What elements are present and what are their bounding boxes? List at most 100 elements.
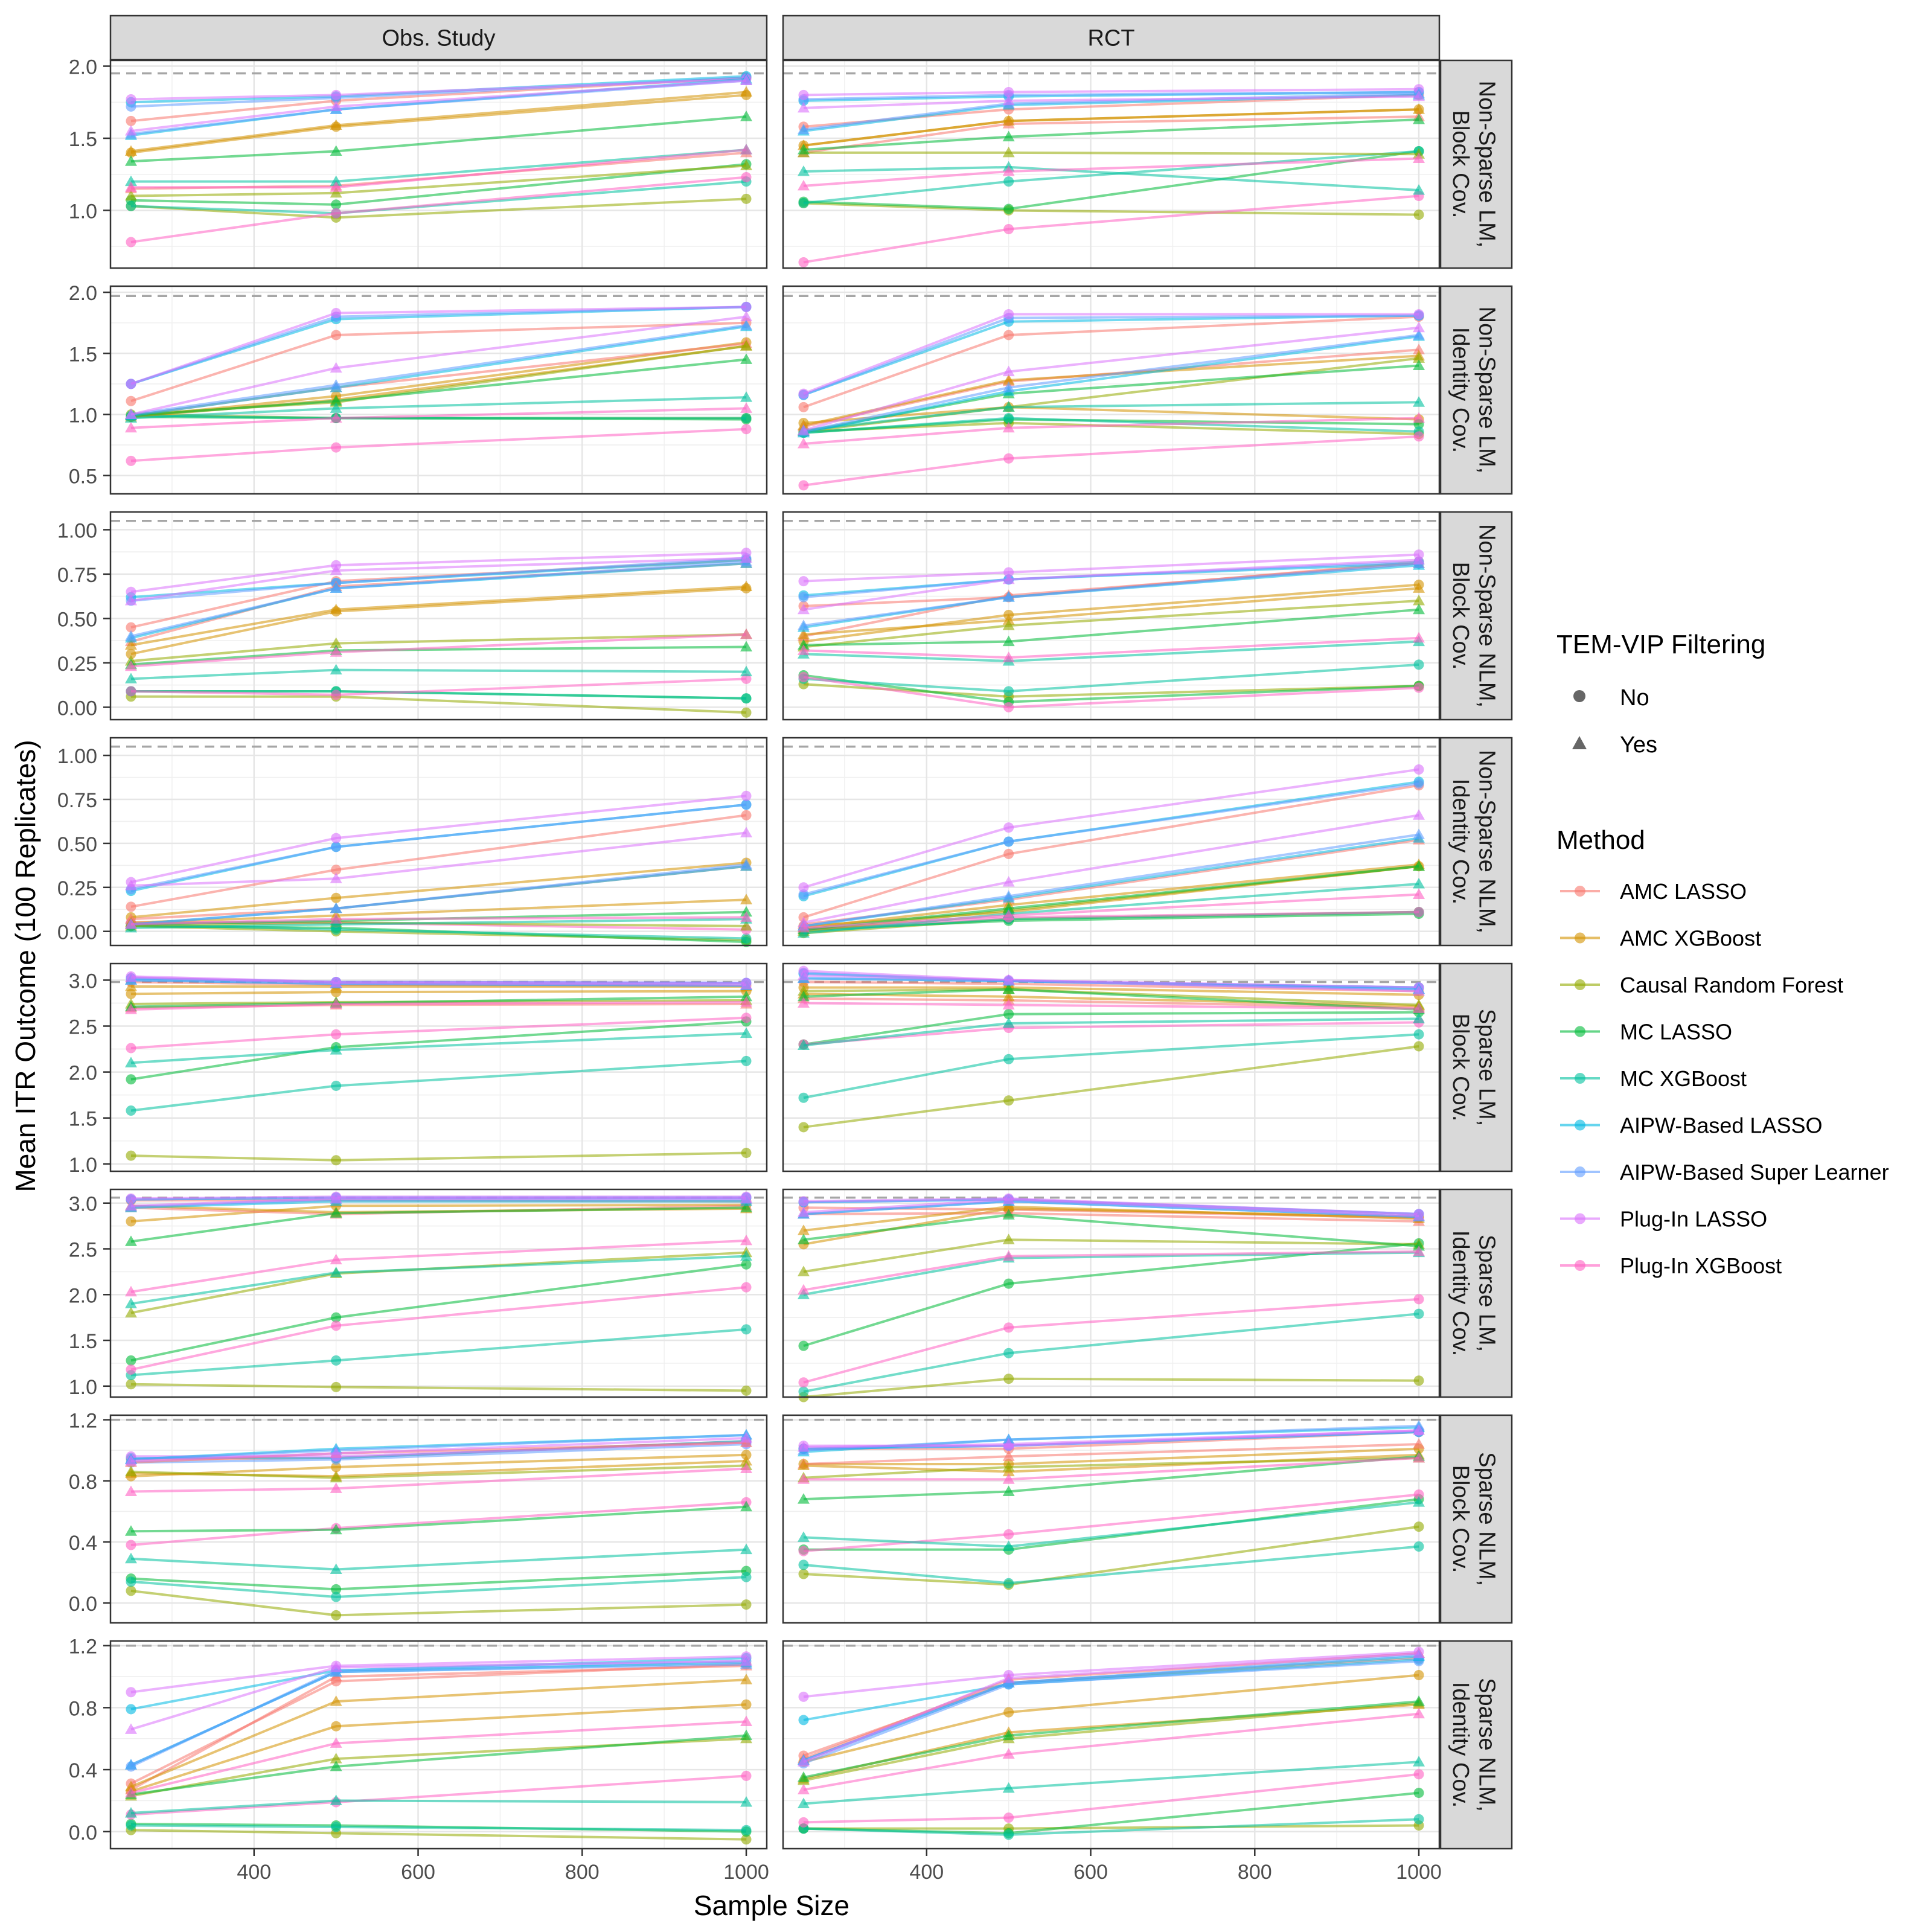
data-point-circle — [1003, 836, 1014, 847]
data-point-triangle — [740, 979, 753, 990]
data-point-triangle — [1413, 103, 1425, 114]
legend-key-point — [1575, 932, 1585, 944]
data-point-circle — [798, 1715, 809, 1726]
row-strip-label-line: Non-Sparse NLM, — [1474, 524, 1500, 708]
data-point-triangle — [797, 1531, 810, 1542]
data-point-circle — [1413, 210, 1424, 220]
series-mc-lasso-yes — [797, 113, 1425, 155]
series-plug-in-xgboost-yes — [797, 1707, 1425, 1794]
data-point-triangle — [124, 1297, 137, 1308]
data-point-triangle — [330, 1482, 342, 1493]
series-mc-xgboost-yes — [124, 1027, 753, 1067]
series-plug-in-lasso-yes — [124, 1192, 753, 1211]
series-plug-in-lasso-no — [126, 301, 752, 389]
data-point-triangle — [124, 1780, 137, 1791]
data-point-circle — [126, 1193, 136, 1204]
data-point-triangle — [740, 110, 753, 121]
series-mc-lasso-yes — [797, 1695, 1425, 1782]
data-point-triangle — [330, 976, 342, 988]
series-mc-xgboost-yes — [124, 664, 753, 683]
data-point-triangle — [124, 639, 137, 650]
data-point-circle — [1003, 848, 1014, 859]
data-point-triangle — [1002, 591, 1015, 602]
data-point-circle — [331, 1320, 342, 1331]
data-point-triangle — [1002, 573, 1015, 584]
data-point-triangle — [1413, 1012, 1425, 1023]
data-point-triangle — [1002, 1209, 1015, 1220]
data-point-triangle — [1002, 1233, 1015, 1244]
data-point-triangle — [1413, 113, 1425, 124]
color-legend-label: MC LASSO — [1620, 1020, 1732, 1044]
data-point-circle — [331, 1610, 342, 1620]
data-point-triangle — [124, 1285, 137, 1297]
data-point-triangle — [124, 1003, 137, 1014]
data-point-triangle — [330, 1695, 342, 1706]
row-strip-label-line: Identity Cov. — [1448, 1682, 1473, 1808]
data-point-triangle — [1413, 554, 1425, 565]
legend-key-point — [1575, 1026, 1585, 1037]
row-strip-label: Sparse LM,Block Cov. — [1448, 1009, 1500, 1126]
data-point-triangle — [1413, 582, 1425, 593]
data-point-triangle — [740, 1796, 753, 1807]
series-plug-in-lasso-yes — [124, 1431, 753, 1466]
data-point-triangle — [124, 595, 137, 606]
data-point-triangle — [1002, 365, 1015, 377]
data-point-circle — [798, 401, 809, 412]
panel-r8-c2 — [782, 1640, 1441, 1850]
series-plug-in-lasso-no — [798, 84, 1424, 100]
color-legend-entry: AIPW-Based LASSO — [1560, 1113, 1822, 1138]
series-plug-in-xgboost-yes — [124, 996, 753, 1014]
axes: 1.0 1.5 2.0 0.5 1.0 1.5 2.0 0.00 0.25 0.50 0.75 1.0… — [57, 56, 1442, 1884]
series-plug-in-xgboost-no — [798, 1489, 1424, 1556]
data-point-circle — [1003, 176, 1014, 187]
series-mc-xgboost-no — [798, 1541, 1424, 1588]
data-point-triangle — [1002, 999, 1015, 1009]
row-strip-label-line: Sparse NLM, — [1474, 1678, 1500, 1812]
color-legend-entry: MC XGBoost — [1560, 1066, 1747, 1091]
data-point-triangle — [1413, 344, 1425, 354]
data-point-circle — [1003, 567, 1014, 578]
panel-border — [109, 1414, 768, 1624]
y-tick-label: 1.00 — [57, 519, 97, 542]
data-point-triangle — [124, 145, 137, 156]
data-point-triangle — [1413, 860, 1425, 871]
y-tick-label: 1.2 — [69, 1410, 97, 1433]
data-point-triangle — [1413, 152, 1425, 163]
series-plug-in-lasso-yes — [797, 1647, 1425, 1767]
data-point-circle — [1003, 1578, 1014, 1588]
data-point-triangle — [1002, 1250, 1015, 1261]
series-mc-xgboost-yes — [124, 1794, 753, 1818]
data-point-triangle — [797, 1206, 810, 1217]
data-point-circle — [798, 1546, 809, 1556]
data-point-triangle — [330, 1760, 342, 1771]
panel-r5-c1 — [109, 962, 768, 1172]
data-point-circle — [741, 1324, 752, 1335]
data-point-triangle — [330, 1794, 342, 1805]
row-strip-6: Sparse LM,Identity Cov. — [1439, 1188, 1513, 1398]
data-point-triangle — [1413, 359, 1425, 371]
data-point-triangle — [330, 603, 342, 615]
series-plug-in-xgboost-yes — [124, 1234, 753, 1297]
row-strip-label: Non-Sparse LM,Identity Cov. — [1448, 307, 1500, 474]
data-point-triangle — [740, 1655, 753, 1666]
data-point-circle — [741, 1148, 752, 1159]
y-tick-label: 0.00 — [57, 921, 97, 944]
color-legend-label: AMC LASSO — [1620, 879, 1747, 904]
x-tick-label: 800 — [565, 1861, 600, 1884]
data-point-triangle — [797, 1039, 810, 1050]
data-point-triangle — [1002, 983, 1015, 994]
column-strip-1: Obs. Study — [109, 14, 768, 61]
data-point-circle — [741, 707, 752, 718]
y-tick-label: 3.0 — [69, 1193, 97, 1216]
data-point-circle — [1003, 702, 1014, 712]
panel-border — [782, 962, 1441, 1172]
series-causal-random-forest-no — [126, 1148, 752, 1166]
data-point-circle — [1413, 1489, 1424, 1500]
data-point-circle — [741, 172, 752, 182]
data-point-circle — [741, 193, 752, 204]
color-legend-label: AIPW-Based LASSO — [1620, 1113, 1822, 1138]
data-point-circle — [1003, 413, 1014, 424]
column-strip-background — [109, 14, 768, 61]
data-point-triangle — [124, 1307, 137, 1318]
